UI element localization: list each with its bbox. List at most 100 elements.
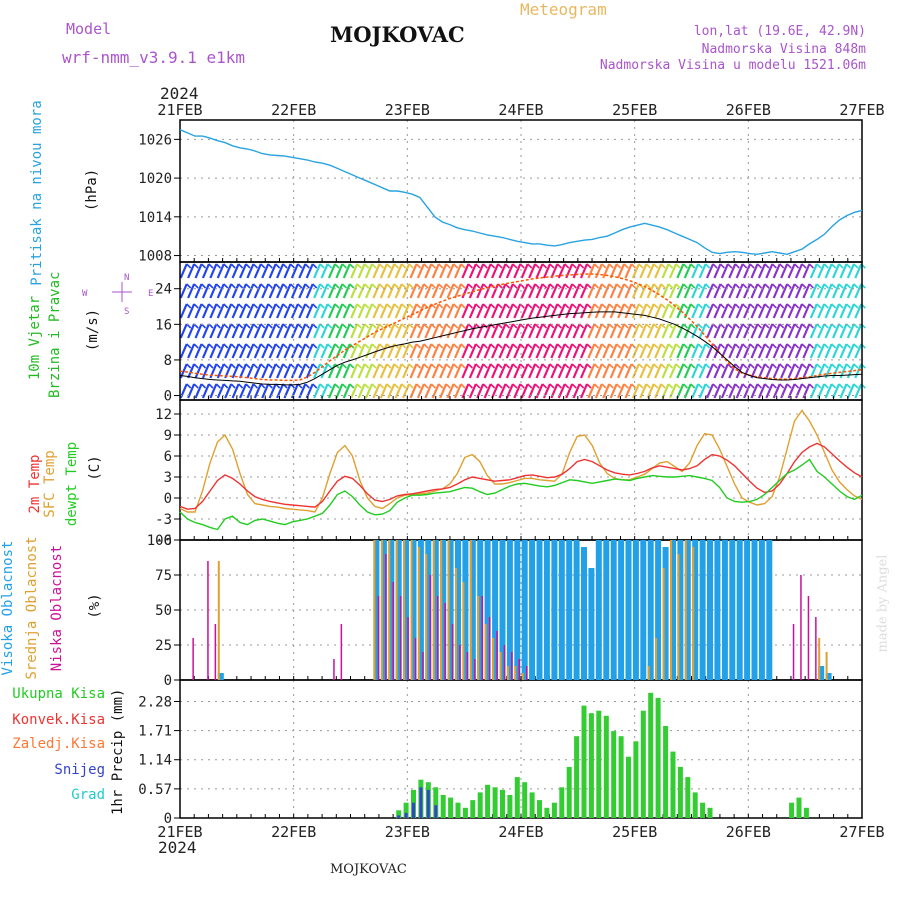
wind-barb	[475, 303, 481, 309]
wind-barb	[534, 383, 540, 389]
wind-barb	[276, 263, 285, 279]
wind-barb	[719, 383, 726, 389]
wind-barb	[682, 283, 688, 289]
wind-barb	[446, 303, 455, 319]
wind-barb	[565, 383, 574, 399]
wind-barb	[276, 323, 285, 339]
wind-barb	[179, 323, 188, 339]
wind-barb	[787, 263, 796, 279]
wind-barb	[720, 283, 729, 299]
wind-barb	[327, 383, 336, 399]
cloud-high-bar	[380, 540, 387, 680]
wind-barb	[304, 323, 310, 329]
cloud-low-bar	[399, 596, 402, 680]
panel-frame-wind	[179, 261, 863, 401]
wind-barb	[780, 323, 789, 339]
wind-barb	[824, 323, 833, 339]
wind-barb	[409, 363, 418, 379]
precip-total-bar	[440, 795, 446, 818]
wind-barb	[187, 383, 196, 399]
wind-barb	[519, 383, 525, 389]
wind-barb	[586, 263, 592, 269]
wind-barb	[765, 343, 774, 359]
cloud-mid-bar	[395, 540, 398, 680]
wind-barb	[223, 263, 229, 269]
wind-barb	[305, 283, 314, 299]
cloud-low-bar	[474, 659, 476, 680]
precip-total-bar	[507, 795, 513, 818]
y-tick-label-pressure-1: 1014	[138, 210, 172, 226]
cloud-high-bar	[217, 673, 224, 680]
wind-barb	[787, 283, 796, 299]
wind-barb	[786, 383, 792, 389]
wind-barb	[408, 343, 414, 349]
wind-barb	[357, 343, 366, 359]
wind-barb	[608, 363, 614, 369]
wind-barb	[519, 263, 525, 269]
wind-barb	[691, 303, 700, 319]
wind-barb	[483, 343, 492, 359]
wind-barb	[320, 383, 329, 399]
wind-barb	[845, 383, 852, 389]
wind-barb	[682, 363, 688, 369]
wind-barb	[667, 363, 674, 369]
wind-barb	[378, 383, 385, 389]
precip-total-bar	[663, 726, 669, 818]
wind-barb	[386, 383, 392, 389]
wind-barb	[245, 323, 251, 329]
precip-total-bar	[514, 777, 520, 818]
wind-barb	[816, 383, 822, 389]
wind-barb	[749, 303, 755, 309]
wind-barb	[319, 283, 325, 289]
wind-barb	[453, 283, 463, 299]
wind-barb	[386, 303, 392, 309]
wind-barb	[497, 383, 503, 389]
wind-barb	[267, 283, 273, 289]
wind-barb	[645, 323, 651, 329]
precip-total-label: Ukupna Kisa	[12, 686, 105, 702]
wind-barb	[765, 323, 774, 339]
wind-barb	[720, 263, 729, 279]
wind-barb	[394, 283, 403, 299]
wind-barb	[275, 363, 281, 369]
x-tick-top-5: 26FEB	[726, 101, 771, 119]
wind-barb	[593, 343, 599, 349]
wind-barb	[490, 343, 496, 349]
wind-barb	[557, 343, 566, 359]
precip-snow-bar	[434, 805, 438, 818]
precip-frz-label: Zaledj.Kisa	[12, 736, 105, 752]
wind-barb	[505, 343, 514, 359]
wind-barb	[252, 363, 258, 369]
precip-total-bar	[670, 751, 676, 818]
wind-barb	[535, 283, 544, 299]
wind-barb	[572, 283, 581, 299]
wind-barb	[267, 303, 273, 309]
wind-barb	[794, 323, 804, 339]
wind-barb	[556, 383, 562, 389]
wind-barb	[824, 383, 833, 399]
wind-barb	[319, 263, 325, 269]
wind-barb	[350, 283, 359, 299]
wind-barb	[638, 363, 644, 369]
wind-barb	[602, 263, 611, 279]
wind-barb	[371, 383, 377, 389]
cloud-high-bar	[573, 540, 580, 680]
wind-barb	[743, 303, 752, 319]
wind-barb	[756, 363, 763, 369]
wind-barb	[431, 263, 440, 279]
wind-barb	[297, 283, 303, 289]
wind-barb	[208, 263, 214, 269]
wind-barb	[415, 263, 422, 269]
wind-barb	[326, 283, 333, 289]
wind-barb	[387, 363, 396, 379]
wind-barb	[824, 263, 833, 279]
wind-barb	[534, 343, 540, 349]
wind-barb	[698, 363, 707, 379]
wind-barb	[401, 383, 407, 389]
wind-barb	[253, 283, 262, 299]
cloud-low-bar	[333, 659, 335, 680]
wind-barb	[305, 303, 314, 319]
wind-barb	[816, 263, 822, 269]
wind-barb	[535, 343, 544, 359]
